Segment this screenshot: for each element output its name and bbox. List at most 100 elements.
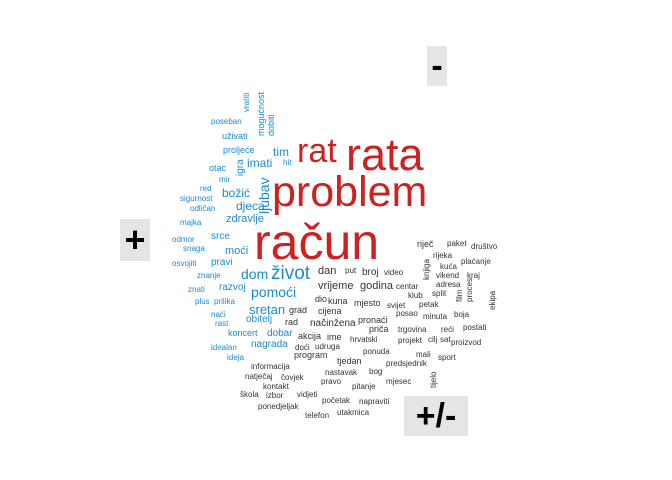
- word[interactable]: projekt: [398, 336, 423, 345]
- word[interactable]: ponuda: [363, 347, 390, 356]
- word[interactable]: cijena: [318, 306, 342, 316]
- word[interactable]: split: [432, 289, 447, 298]
- word[interactable]: mir: [219, 175, 231, 184]
- word[interactable]: naći: [211, 310, 226, 319]
- word[interactable]: reći: [441, 325, 454, 334]
- word[interactable]: ime: [327, 332, 342, 342]
- word[interactable]: hit: [283, 158, 292, 167]
- word[interactable]: petak: [419, 300, 439, 309]
- word[interactable]: predsjednik: [386, 359, 427, 368]
- word[interactable]: uživati: [222, 131, 248, 141]
- word[interactable]: godina: [360, 280, 394, 292]
- word[interactable]: informacija: [251, 362, 290, 371]
- word[interactable]: pitanje: [352, 382, 376, 391]
- word[interactable]: snaga: [183, 244, 205, 253]
- word[interactable]: posao: [396, 309, 418, 318]
- word[interactable]: mogućnost: [256, 91, 266, 136]
- word[interactable]: rast: [215, 319, 229, 328]
- word[interactable]: mjesto: [354, 298, 381, 308]
- word[interactable]: čovjek: [281, 373, 304, 382]
- word[interactable]: vratiti: [242, 92, 251, 112]
- word[interactable]: centar: [396, 282, 419, 291]
- word[interactable]: sat: [440, 335, 451, 344]
- word[interactable]: red: [200, 184, 212, 193]
- word[interactable]: broj: [362, 267, 379, 278]
- word[interactable]: rijeka: [433, 251, 453, 260]
- word[interactable]: plaćanje: [461, 257, 491, 266]
- word[interactable]: pravi: [211, 257, 233, 268]
- word[interactable]: rat: [297, 132, 337, 170]
- word[interactable]: program: [294, 350, 328, 360]
- word[interactable]: pomoći: [251, 284, 297, 300]
- word[interactable]: majka: [180, 218, 202, 227]
- word[interactable]: klub: [408, 291, 423, 300]
- word[interactable]: izbor: [266, 391, 284, 400]
- word[interactable]: dom: [241, 266, 269, 282]
- word[interactable]: znanje: [197, 271, 221, 280]
- word[interactable]: osvojiti: [172, 259, 197, 268]
- word[interactable]: vikend: [436, 271, 460, 280]
- word[interactable]: trgovina: [398, 325, 427, 334]
- toggle-button[interactable]: +/-: [404, 396, 468, 436]
- word[interactable]: cilj: [428, 335, 438, 344]
- word[interactable]: akcija: [298, 331, 322, 341]
- word[interactable]: ekipa: [488, 290, 497, 310]
- word[interactable]: napraviti: [359, 397, 390, 406]
- word[interactable]: film: [455, 289, 464, 302]
- word[interactable]: bog: [369, 367, 383, 376]
- word[interactable]: imati: [247, 156, 273, 170]
- word[interactable]: djeca: [236, 199, 265, 213]
- word[interactable]: dobar: [267, 328, 293, 339]
- word[interactable]: udruga: [315, 342, 340, 351]
- word[interactable]: načinžena: [310, 318, 356, 329]
- word[interactable]: boja: [454, 310, 470, 319]
- word[interactable]: telefon: [305, 411, 330, 420]
- word[interactable]: škola: [240, 390, 259, 399]
- word[interactable]: riječ: [417, 239, 434, 249]
- word[interactable]: sigurnost: [180, 194, 213, 203]
- word[interactable]: hrvatski: [350, 335, 378, 344]
- word[interactable]: mjesec: [386, 377, 412, 386]
- word[interactable]: kuna: [328, 296, 348, 306]
- word[interactable]: srce: [211, 231, 230, 242]
- word[interactable]: doći: [295, 343, 310, 352]
- zoom-in-button[interactable]: +: [120, 219, 150, 261]
- zoom-out-button[interactable]: -: [427, 46, 447, 86]
- word[interactable]: postati: [463, 323, 487, 332]
- word[interactable]: sport: [438, 353, 456, 362]
- word[interactable]: prilika: [214, 297, 235, 306]
- word[interactable]: život: [271, 263, 311, 284]
- word[interactable]: tim: [273, 145, 289, 159]
- word[interactable]: otac: [209, 163, 227, 173]
- word[interactable]: odličan: [190, 204, 216, 213]
- word[interactable]: adresa: [436, 280, 461, 289]
- word[interactable]: božić: [222, 186, 251, 200]
- word[interactable]: znati: [188, 285, 205, 294]
- word[interactable]: vrijeme: [318, 280, 354, 292]
- word[interactable]: problem: [272, 168, 428, 216]
- word[interactable]: poseban: [211, 117, 242, 126]
- word[interactable]: priča: [369, 324, 389, 334]
- word[interactable]: tijelo: [429, 371, 438, 388]
- word[interactable]: kontakt: [263, 382, 289, 391]
- word[interactable]: ideja: [227, 353, 244, 362]
- word[interactable]: dobiti: [266, 114, 276, 136]
- word[interactable]: video: [384, 268, 404, 277]
- word[interactable]: utakmica: [337, 408, 370, 417]
- word[interactable]: kuća: [440, 262, 457, 271]
- word[interactable]: odmor: [172, 235, 195, 244]
- word[interactable]: ponedjeljak: [258, 402, 299, 411]
- word[interactable]: nastavak: [325, 368, 358, 377]
- word[interactable]: razvoj: [219, 282, 246, 293]
- word[interactable]: put: [345, 266, 357, 275]
- word[interactable]: mali: [416, 350, 431, 359]
- word[interactable]: paket: [447, 239, 467, 248]
- word[interactable]: dan: [318, 265, 337, 277]
- word[interactable]: natječaj: [245, 372, 273, 381]
- word[interactable]: nagrada: [251, 339, 288, 350]
- word[interactable]: kraj: [467, 271, 480, 280]
- word[interactable]: idealan: [211, 343, 237, 352]
- word[interactable]: proces: [465, 277, 474, 302]
- word[interactable]: koncert: [228, 328, 258, 338]
- word[interactable]: knjiga: [422, 259, 431, 280]
